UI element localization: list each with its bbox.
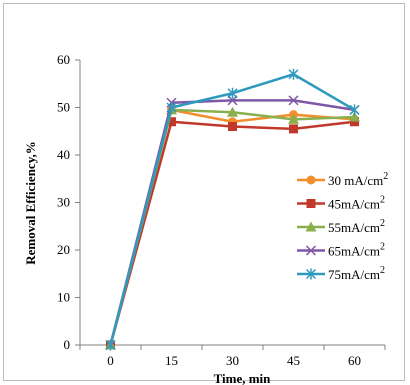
data-point <box>105 339 116 351</box>
legend-marker <box>305 245 317 256</box>
data-point <box>227 87 238 99</box>
series-line <box>109 120 355 346</box>
x-tick-label: 60 <box>348 353 361 368</box>
legend-label: 75mA/cm2 <box>328 265 385 282</box>
legend-item-4: 65mA/cm2 <box>297 242 385 259</box>
y-tick-label: 60 <box>57 52 70 67</box>
axes: 0 10 20 30 40 50 60 0 15 30 45 60 <box>57 52 386 368</box>
y-axis-label: Removal Efficiency,% <box>23 141 38 264</box>
series-layer <box>105 68 360 351</box>
legend-superscript: 2 <box>380 265 385 276</box>
data-point <box>166 102 177 113</box>
x-axis-label: Time, min <box>214 371 272 385</box>
legend-item-2: 45mA/cm2 <box>297 195 385 212</box>
x-tick-label: 30 <box>226 353 239 368</box>
x-tick-label: 15 <box>165 353 178 368</box>
data-point <box>349 104 360 116</box>
data-point <box>288 95 299 106</box>
data-point <box>289 124 298 134</box>
data-point <box>288 113 299 124</box>
legend-label: 55mA/cm2 <box>328 218 385 235</box>
data-point <box>167 117 176 127</box>
series-2 <box>106 117 359 350</box>
data-point <box>288 68 299 80</box>
series-line <box>109 99 355 346</box>
legend: 30 mA/cm2 45mA/cm2 55mA/cm2 65mA/cm2 75mA/cm… <box>297 171 388 282</box>
legend-item-1: 30 mA/cm2 <box>297 171 388 188</box>
legend-superscript: 2 <box>380 242 385 253</box>
legend-marker <box>306 199 316 208</box>
y-tick-label: 40 <box>57 147 70 162</box>
legend-superscript: 2 <box>380 218 385 229</box>
legend-superscript: 2 <box>383 171 388 182</box>
legend-marker <box>306 175 316 185</box>
y-tick-label: 0 <box>64 337 71 352</box>
series-5 <box>105 68 360 351</box>
legend-superscript: 2 <box>380 195 385 206</box>
x-tick-label: 0 <box>107 353 114 368</box>
legend-item-3: 55mA/cm2 <box>297 218 385 235</box>
y-tick-label: 10 <box>57 290 70 305</box>
data-point <box>227 95 238 106</box>
legend-marker <box>305 221 317 232</box>
y-tick-label: 50 <box>57 100 70 115</box>
legend-label: 30 mA/cm2 <box>328 171 388 188</box>
chart-frame <box>3 3 405 381</box>
y-tick-label: 20 <box>57 242 70 257</box>
data-point <box>228 122 237 131</box>
legend-label: 65mA/cm2 <box>328 242 385 259</box>
data-point <box>350 117 359 127</box>
data-point <box>349 111 360 122</box>
legend-marker <box>305 268 317 280</box>
x-tick-label: 45 <box>287 353 300 368</box>
legend-item-5: 75mA/cm2 <box>297 265 385 282</box>
y-tick-label: 30 <box>57 195 70 210</box>
data-point <box>227 106 238 117</box>
legend-label: 45mA/cm2 <box>328 195 385 212</box>
